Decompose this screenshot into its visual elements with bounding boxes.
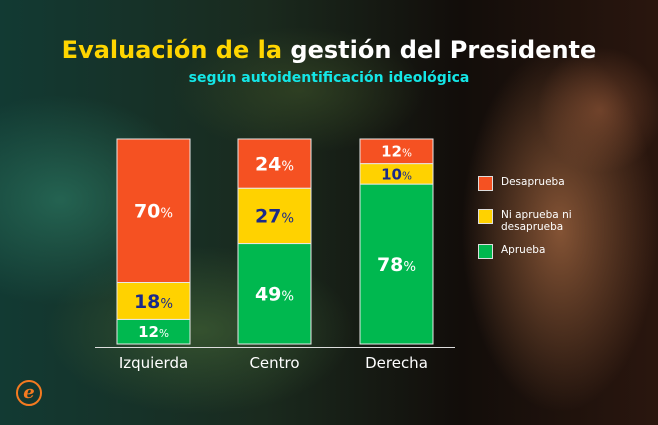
chart-subtitle: según autoidentificación ideológica — [188, 70, 470, 86]
data-label: 12% — [381, 143, 412, 161]
legend-label: Desaprueba — [501, 176, 565, 188]
bar-segment — [359, 138, 434, 165]
title-part-2: gestión del Presidente — [290, 36, 597, 64]
legend-swatch — [478, 209, 493, 224]
x-tick-label: Izquierda — [119, 354, 188, 372]
legend-label: Aprueba — [501, 244, 546, 256]
bar-segment — [116, 138, 191, 283]
bar-segment — [116, 318, 191, 345]
legend-label: Ni aprueba ni desaprueba — [501, 209, 572, 233]
brand-logo-icon: e — [16, 380, 42, 406]
data-label: 70% — [134, 201, 173, 223]
legend-ni-aprueba: Ni aprueba ni desaprueba — [478, 209, 588, 233]
data-label: 27% — [255, 206, 294, 228]
bar-segment — [237, 187, 312, 245]
data-label: 24% — [255, 153, 294, 175]
x-tick-label: Centro — [249, 354, 299, 372]
data-label: 12% — [138, 323, 169, 341]
legend-swatch — [478, 176, 493, 191]
legend-desaprueba: Desaprueba — [478, 176, 565, 191]
title-part-1: Evaluación de la — [61, 36, 283, 64]
legend-aprueba: Aprueba — [478, 244, 545, 259]
data-label: 49% — [255, 284, 294, 306]
data-label: 78% — [377, 254, 416, 276]
data-label: 18% — [134, 291, 173, 313]
bar-segment — [237, 138, 312, 189]
legend-swatch — [478, 244, 493, 259]
bar-segment — [359, 183, 434, 345]
data-label: 10% — [381, 165, 412, 183]
chart-title: Evaluación de la gestión del Presidente — [0, 36, 658, 64]
bar-segment — [237, 243, 312, 345]
x-tick-label: Derecha — [365, 354, 428, 372]
bar-segment — [116, 282, 191, 320]
